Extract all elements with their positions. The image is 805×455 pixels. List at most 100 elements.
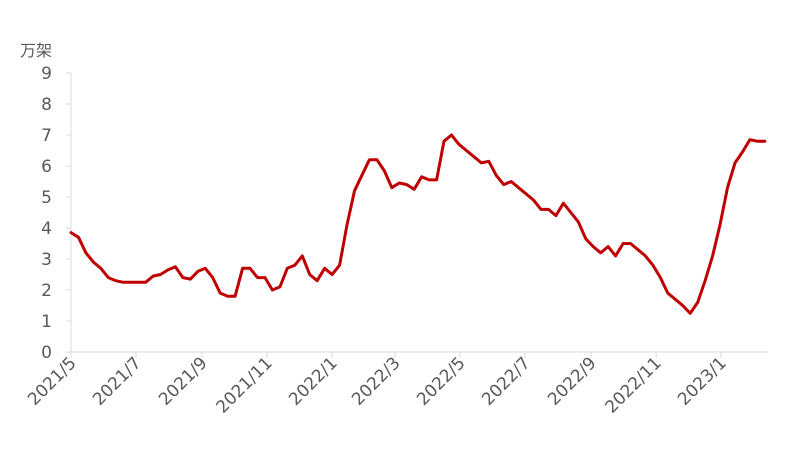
data-point xyxy=(443,140,445,142)
y-tick-label: 2 xyxy=(41,281,52,301)
x-tick-label: 2022/11 xyxy=(602,353,666,417)
x-tick-label: 2022/7 xyxy=(478,353,534,409)
y-tick-label: 8 xyxy=(41,95,52,115)
data-point xyxy=(697,301,699,303)
data-point xyxy=(644,255,646,257)
data-point xyxy=(652,264,654,266)
data-point xyxy=(182,276,184,278)
data-point xyxy=(107,276,109,278)
data-point xyxy=(413,188,415,190)
data-point xyxy=(383,170,385,172)
data-point xyxy=(555,214,557,216)
series-group xyxy=(69,133,767,315)
data-point xyxy=(368,159,370,161)
data-point xyxy=(398,182,400,184)
data-point xyxy=(704,280,706,282)
data-point xyxy=(525,193,527,195)
y-axis-unit-label: 万架 xyxy=(20,41,52,60)
data-point xyxy=(435,179,437,181)
data-point xyxy=(197,270,199,272)
data-point xyxy=(122,281,124,283)
data-point xyxy=(144,281,146,283)
data-point xyxy=(607,245,609,247)
data-point xyxy=(562,202,564,204)
data-point xyxy=(659,276,661,278)
data-point xyxy=(286,267,288,269)
data-point xyxy=(70,231,72,233)
data-point xyxy=(331,273,333,275)
data-point xyxy=(241,267,243,269)
data-point xyxy=(294,264,296,266)
x-tick-label: 2021/5 xyxy=(24,353,80,409)
data-point xyxy=(711,255,713,257)
data-point xyxy=(204,267,206,269)
y-tick-label: 7 xyxy=(41,126,52,146)
data-point xyxy=(137,281,139,283)
data-point xyxy=(667,292,669,294)
data-point xyxy=(189,278,191,280)
data-point xyxy=(458,143,460,145)
data-point xyxy=(264,276,266,278)
x-tick-label: 2022/5 xyxy=(413,353,469,409)
data-point xyxy=(174,266,176,268)
data-point xyxy=(749,139,751,141)
data-point xyxy=(592,245,594,247)
data-point xyxy=(316,280,318,282)
series-line xyxy=(69,133,767,315)
x-tick-label: 2021/7 xyxy=(89,353,145,409)
data-point xyxy=(637,249,639,251)
data-point xyxy=(488,160,490,162)
data-point xyxy=(130,281,132,283)
x-axis: 2021/5 2021/7 2021/9 2021/11 2022/1 2022/3 202… xyxy=(24,351,768,417)
y-tick-label: 6 xyxy=(41,157,52,177)
data-point xyxy=(428,179,430,181)
data-point xyxy=(256,276,258,278)
y-tick-label: 4 xyxy=(41,219,52,239)
data-point xyxy=(719,224,721,226)
data-point xyxy=(100,267,102,269)
data-point xyxy=(495,174,497,176)
data-point xyxy=(249,267,251,269)
data-point xyxy=(600,252,602,254)
data-point xyxy=(503,183,505,185)
data-point xyxy=(346,224,348,226)
y-axis: 0 1 2 3 4 5 6 7 8 9 xyxy=(41,64,72,363)
data-point xyxy=(741,151,743,153)
data-point xyxy=(271,289,273,291)
data-point xyxy=(674,298,676,300)
data-point xyxy=(219,292,221,294)
data-point xyxy=(301,255,303,257)
data-point xyxy=(450,134,452,136)
x-tick-label: 2022/1 xyxy=(285,353,341,409)
data-point xyxy=(465,149,467,151)
data-point xyxy=(726,187,728,189)
x-tick-label: 2022/3 xyxy=(348,353,404,409)
data-point xyxy=(682,304,684,306)
data-point xyxy=(159,273,161,275)
data-point xyxy=(473,156,475,158)
data-point xyxy=(391,187,393,189)
x-tick-label: 2023/1 xyxy=(674,353,730,409)
data-point xyxy=(570,211,572,213)
data-point xyxy=(338,264,340,266)
data-point xyxy=(227,295,229,297)
data-point xyxy=(234,295,236,297)
data-point xyxy=(77,236,79,238)
data-point xyxy=(85,252,87,254)
data-point xyxy=(764,140,766,142)
data-point xyxy=(152,275,154,277)
data-point xyxy=(406,183,408,185)
data-point xyxy=(353,190,355,192)
data-point xyxy=(614,255,616,257)
data-point xyxy=(510,180,512,182)
x-tick-label: 2021/9 xyxy=(155,353,211,409)
data-point xyxy=(585,238,587,240)
y-tick-label: 1 xyxy=(41,312,52,332)
data-point xyxy=(115,280,117,282)
data-point xyxy=(361,174,363,176)
data-point xyxy=(540,208,542,210)
data-point xyxy=(629,242,631,244)
data-point xyxy=(323,267,325,269)
data-point xyxy=(376,159,378,161)
data-point xyxy=(279,286,281,288)
